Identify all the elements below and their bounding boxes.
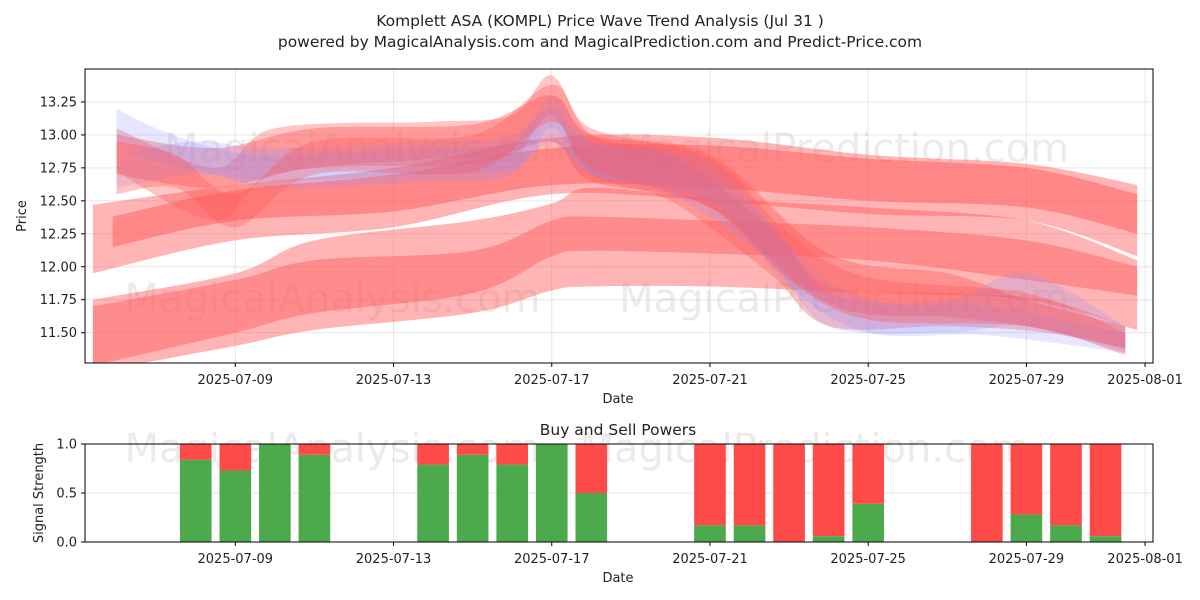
wave-band-red [112,144,1138,247]
sell-bar [298,444,331,455]
sell-bar [1050,444,1082,526]
price-x-tick-label: 2025-08-01 [1107,373,1183,388]
price-x-tick-label: 2025-07-21 [672,373,748,388]
signal-y-tick-label: 0.5 [56,487,77,502]
price-y-tick-label: 13.25 [40,95,77,110]
signal-x-tick-label: 2025-07-13 [356,552,432,567]
price-x-axis-title: Date [602,392,633,407]
sell-bar [773,444,805,542]
sell-bar [971,444,1003,542]
sell-bar [733,444,766,526]
price-x-tick-label: 2025-07-17 [514,373,590,388]
signal-panel-title: Buy and Sell Powers [540,421,697,439]
signal-x-axis-title: Date [602,571,633,586]
wave-band-red [116,75,1126,349]
signal-x-tick-label: 2025-07-25 [830,552,906,567]
watermark-analysis: MagicalAnalysis.com [125,276,541,322]
sell-bar [575,444,608,493]
signal-y-tick-label: 0.0 [56,536,77,551]
buy-bar [1010,514,1043,542]
wave-band-red [92,216,1138,363]
watermark-prediction: MagicalPrediction.com [619,276,1069,322]
buy-bar [417,464,449,542]
signal-x-tick-label: 2025-07-21 [672,552,748,567]
price-y-tick-label: 12.25 [40,227,77,242]
buy-bar [496,464,529,542]
chart-subtitle: powered by MagicalAnalysis.com and Magic… [278,33,922,51]
price-x-tick-label: 2025-07-25 [830,373,906,388]
signal-x-tick-label: 2025-08-01 [1107,552,1183,567]
price-y-tick-label: 12.00 [40,260,77,275]
price-y-tick-label: 12.75 [40,161,77,176]
buy-bar [694,525,726,542]
price-y-tick-label: 13.00 [40,128,77,143]
wave-band-blue [116,108,1126,353]
sell-bar [219,444,252,471]
price-x-tick-label: 2025-07-29 [989,373,1065,388]
price-x-tick-label: 2025-07-09 [198,373,274,388]
buy-bar [259,444,291,542]
buy-bar [179,459,212,542]
sell-bar [456,444,489,455]
buy-bar [852,503,885,542]
price-panel: MagicalAnalysis.com MagicalPrediction.com… [40,68,1183,388]
buy-bar [812,536,845,542]
sell-bar [1010,444,1043,515]
signal-y-tick-label: 1.0 [56,438,77,453]
signal-x-tick-label: 2025-07-29 [989,552,1065,567]
buy-bar [298,454,331,542]
signal-x-tick-label: 2025-07-09 [198,552,274,567]
price-y-tick-label: 11.50 [40,326,77,341]
signal-y-axis-title: Signal Strength [32,443,47,543]
buy-bar [733,525,766,542]
sell-bar [812,444,845,537]
wave-band-red [116,84,1126,356]
buy-bar [1050,525,1082,542]
wave-band-blue [116,95,1126,353]
wave-band-red [92,187,1138,363]
signal-panel: MagicalAnalysis.comMagicalPrediction.com… [56,426,1183,567]
sell-bar [852,444,885,504]
sell-bar [179,444,212,460]
buy-bar [219,470,252,542]
wave-band-red [116,95,1126,349]
buy-bar [535,444,568,542]
sell-bar [1089,444,1122,537]
price-y-axis-title: Price [15,200,30,232]
sell-bar [694,444,726,526]
buy-bar [456,454,489,542]
buy-bar [1089,536,1122,542]
price-y-tick-label: 11.75 [40,293,77,308]
signal-x-tick-label: 2025-07-17 [514,552,590,567]
price-bands [92,75,1138,363]
price-x-tick-label: 2025-07-13 [356,373,432,388]
sell-bar [417,444,449,465]
chart-title: Komplett ASA (KOMPL) Price Wave Trend An… [376,12,824,30]
price-plot-frame [84,68,1154,364]
buy-bar [575,493,608,542]
sell-bar [496,444,529,465]
price-y-tick-label: 12.50 [40,194,77,209]
